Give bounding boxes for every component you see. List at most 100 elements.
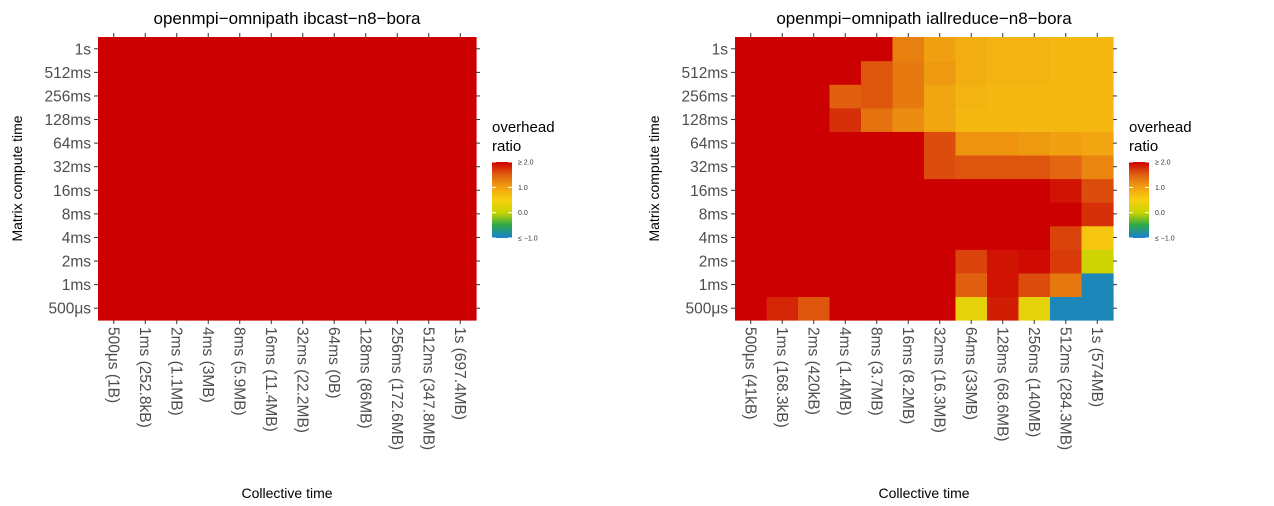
heatmap-cell — [381, 131, 414, 156]
chart-title: openmpi−omnipath ibcast−n8−bora — [154, 9, 422, 28]
heatmap-cell — [444, 249, 477, 274]
heatmap-cell — [924, 202, 957, 227]
y-axis-title: Matrix compute time — [646, 115, 662, 241]
heatmap-cell — [766, 249, 799, 274]
heatmap-cell — [924, 249, 957, 274]
heatmap-cell — [413, 84, 446, 109]
heatmap-cell — [161, 178, 194, 203]
heatmap-cell — [798, 225, 831, 250]
heatmap-cell — [1018, 296, 1051, 321]
heatmap-cell — [987, 60, 1020, 85]
heatmap-cell — [861, 107, 894, 132]
heatmap-cell — [735, 272, 768, 298]
heatmap-cell — [1018, 131, 1051, 156]
legend-title-line2: ratio — [492, 138, 521, 155]
heatmap-cell — [98, 84, 131, 109]
heatmap-cell — [829, 107, 862, 132]
heatmap-cell — [987, 107, 1020, 132]
heatmap-cell — [444, 296, 477, 321]
heatmap-cell — [924, 272, 957, 298]
y-tick-label: 8ms — [62, 206, 92, 223]
heatmap-cell — [318, 107, 351, 132]
heatmap-cell — [861, 178, 894, 203]
heatmap-cell — [224, 272, 257, 298]
heatmap-cell — [161, 296, 194, 321]
heatmap-cell — [129, 37, 162, 62]
heatmap-cell — [955, 272, 988, 298]
x-tick-label: 1ms (168.3kB) — [773, 327, 790, 428]
heatmap-cell — [255, 60, 288, 85]
heatmap-cell — [287, 225, 320, 250]
heatmap-cell — [444, 154, 477, 180]
heatmap-cell — [735, 154, 768, 180]
x-tick-label: 128ms (68.6MB) — [993, 327, 1010, 442]
heatmap-cell — [129, 202, 162, 227]
heatmap-cell — [1050, 272, 1083, 298]
heatmap-cell — [287, 154, 320, 180]
heatmap-cell — [287, 131, 320, 156]
heatmap-cell — [861, 272, 894, 298]
heatmap-cell — [766, 296, 799, 321]
heatmap-cell — [350, 202, 383, 227]
heatmap-cell — [924, 131, 957, 156]
x-tick-label: 1s (574MB) — [1088, 327, 1105, 407]
heatmap-cell — [892, 225, 925, 250]
heatmap-cell — [924, 296, 957, 321]
heatmap-cell — [735, 107, 768, 132]
x-tick-label: 8ms (3.7MB) — [867, 327, 884, 416]
y-tick-label: 256ms — [44, 88, 91, 105]
x-tick-label: 128ms (86MB) — [356, 327, 373, 429]
heatmap-cell — [798, 84, 831, 109]
y-tick-label: 128ms — [44, 112, 91, 129]
heatmap-cell — [766, 60, 799, 85]
heatmap-cell — [255, 225, 288, 250]
heatmap-cell — [987, 202, 1020, 227]
heatmap-cell — [1018, 225, 1051, 250]
heatmap-cell — [350, 37, 383, 62]
heatmap-cell — [924, 225, 957, 250]
heatmap-panel-iallreduce: openmpi−omnipath iallreduce−n8−bora 500μs… — [637, 0, 1274, 506]
heatmap-cell — [955, 60, 988, 85]
heatmap-cell — [192, 225, 225, 250]
heatmap-cell — [955, 84, 988, 109]
chart-title: openmpi−omnipath iallreduce−n8−bora — [776, 9, 1072, 28]
heatmap-cell — [287, 107, 320, 132]
heatmap-cell — [892, 37, 925, 62]
heatmap-cell — [766, 84, 799, 109]
heatmap-cell — [98, 37, 131, 62]
heatmap-cell — [129, 154, 162, 180]
heatmap-cell — [735, 37, 768, 62]
heatmap-cell — [192, 60, 225, 85]
heatmap-cell — [129, 84, 162, 109]
heatmap-cell — [861, 202, 894, 227]
heatmap-cell — [798, 272, 831, 298]
heatmap-cell — [1018, 60, 1051, 85]
heatmap-cell — [861, 154, 894, 180]
heatmap-cell — [161, 107, 194, 132]
heatmap-cell — [1018, 84, 1051, 109]
legend-title-line2: ratio — [1129, 138, 1158, 155]
heatmap-cell — [444, 178, 477, 203]
heatmap-cell — [829, 296, 862, 321]
heatmap-cell — [287, 296, 320, 321]
heatmap-cell — [350, 60, 383, 85]
heatmap-cell — [255, 272, 288, 298]
heatmap-cell — [350, 131, 383, 156]
heatmap-cell — [287, 272, 320, 298]
heatmap-chart-iallreduce: openmpi−omnipath iallreduce−n8−bora 500μs… — [646, 9, 1192, 501]
heatmap-cell — [98, 202, 131, 227]
heatmap-cell — [1081, 296, 1114, 321]
y-tick-label: 64ms — [53, 136, 91, 153]
legend-tick-label: ≤ −1.0 — [518, 236, 538, 243]
heatmap-cell — [955, 107, 988, 132]
x-tick-label: 64ms (0B) — [325, 327, 342, 399]
heatmap-cell — [1050, 131, 1083, 156]
x-tick-label: 32ms (22.2MB) — [293, 327, 310, 433]
heatmap-cell — [892, 107, 925, 132]
heatmap-cell — [1081, 37, 1114, 62]
heatmap-cell — [798, 60, 831, 85]
heatmap-cell — [413, 249, 446, 274]
heatmap-cell — [955, 154, 988, 180]
heatmap-cell — [798, 154, 831, 180]
heatmap-cell — [318, 202, 351, 227]
